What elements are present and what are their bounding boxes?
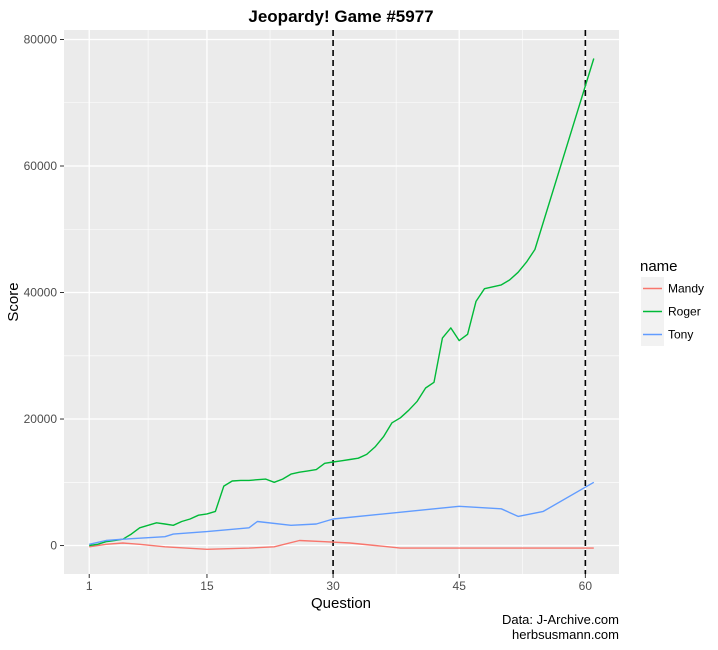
x-tick-label: 30 [326,579,340,593]
series-line-tony [89,481,595,545]
legend-title: name [640,258,678,275]
author-caption: herbsusmann.com [512,627,619,642]
y-tick-label: 40000 [24,286,58,300]
y-tick-label: 80000 [24,32,58,46]
legend-label-tony: Tony [668,328,693,342]
y-axis-label: Score [5,282,22,321]
plot-panel [64,30,619,574]
y-tick-label: 0 [50,539,57,553]
series-lines [89,58,595,550]
legend-label-roger: Roger [668,305,701,319]
reference-lines [332,30,587,574]
legend-label-mandy: Mandy [668,282,704,296]
legend: name Mandy Roger Tony [640,258,704,346]
x-tick-label: 45 [453,579,467,593]
source-caption: Data: J-Archive.com [501,612,619,627]
series-line-mandy [89,539,594,550]
x-axis-label: Question [311,595,371,612]
x-tick-label: 1 [86,579,93,593]
x-tick-label: 60 [579,579,593,593]
x-tick-label: 15 [200,579,214,593]
y-tick-label: 60000 [24,159,58,173]
axes: 1 15 30 45 60 0 20000 40000 60000 80000 [24,32,593,593]
plot-background [64,30,619,574]
series-line-roger [89,58,595,547]
chart-title: Jeopardy! Game #5977 [248,7,433,26]
y-tick-label: 20000 [24,412,58,426]
